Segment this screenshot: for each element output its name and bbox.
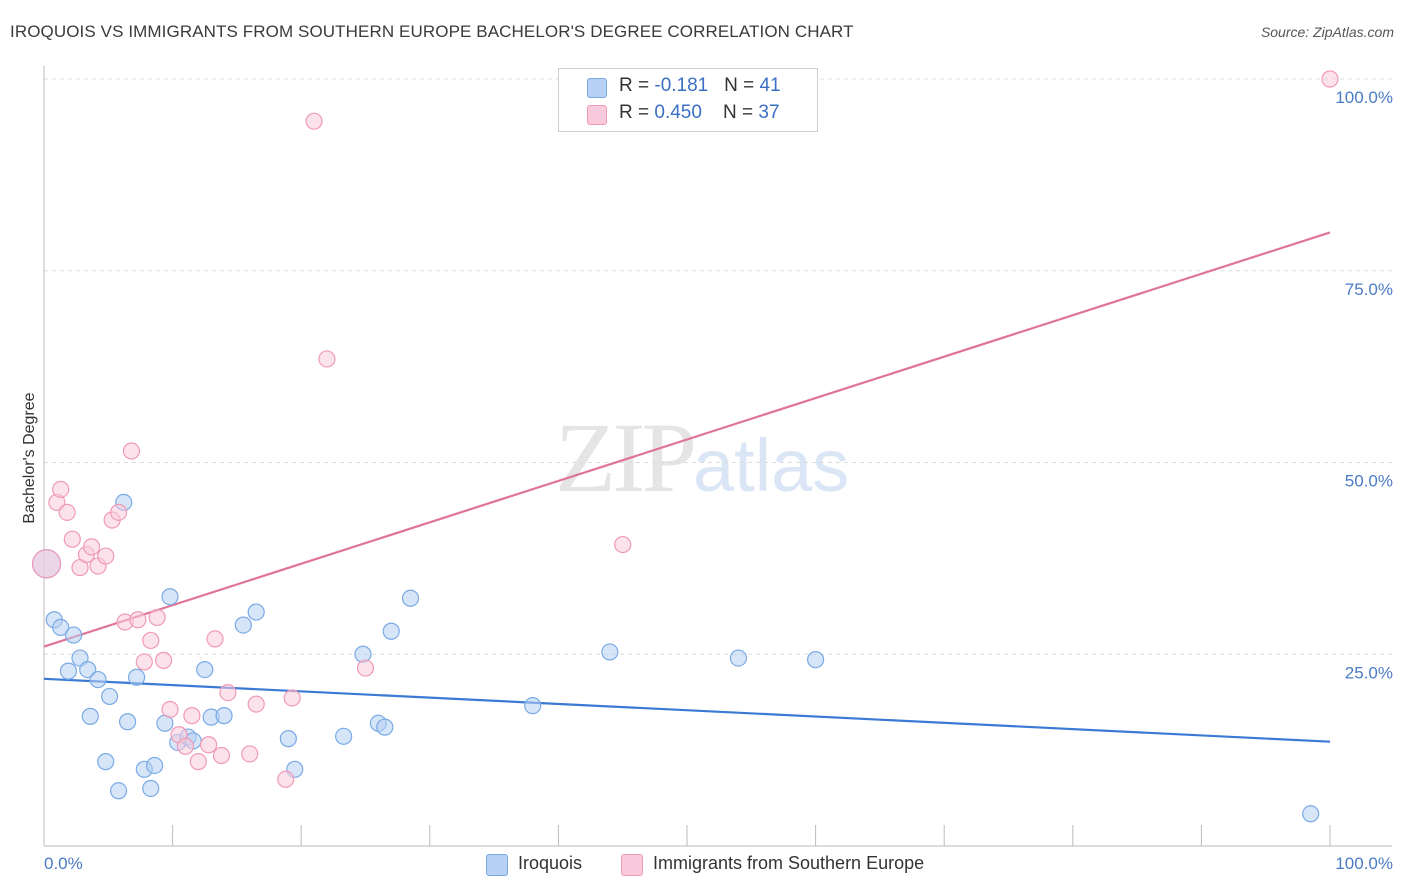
point-southern-europe: [109, 503, 128, 521]
point-iroquois: [382, 622, 400, 640]
grid-lines: [44, 78, 1392, 655]
point-iroquois: [279, 730, 297, 748]
point-iroquois: [142, 779, 160, 798]
point-iroquois: [234, 616, 252, 634]
trend-lines: [43, 231, 1331, 743]
point-southern-europe: [148, 608, 166, 627]
y-tick-label: 100.0%: [1335, 88, 1393, 107]
legend-r-label: R =: [619, 75, 655, 96]
legend-r-value: 0.450: [654, 102, 702, 123]
point-iroquois: [524, 697, 542, 715]
point-iroquois: [376, 718, 394, 736]
point-southern-europe: [283, 689, 301, 707]
point-iroquois: [161, 588, 179, 606]
legend-n-label: N =: [724, 75, 760, 96]
point-iroquois: [729, 649, 748, 667]
point-southern-europe: [1321, 70, 1339, 88]
source-label: Source: ZipAtlas.com: [1260, 24, 1394, 40]
point-iroquois: [109, 782, 128, 800]
trend-line-southern-europe: [43, 231, 1331, 648]
stats-legend: R = -0.181 N = 41 R = 0.450 N = 37: [558, 68, 818, 132]
point-iroquois: [97, 753, 115, 771]
point-southern-europe: [154, 651, 173, 669]
y-axis-label: Bachelor's Degree: [21, 392, 38, 523]
point-iroquois: [81, 707, 99, 725]
tick-labels: 25.0% 50.0% 75.0% 100.0% 0.0% 100.0%: [44, 88, 1393, 873]
point-southern-europe: [31, 549, 62, 579]
legend-swatch-iroquois: [587, 78, 607, 98]
point-southern-europe: [277, 770, 295, 788]
bottom-legend-label-southern-europe: Immigrants from Southern Europe: [653, 853, 925, 873]
x-tick-label: 100.0%: [1335, 854, 1393, 873]
bottom-legend-swatch-southern-europe: [621, 854, 643, 876]
point-southern-europe: [356, 659, 375, 677]
point-southern-europe: [82, 538, 101, 556]
y-tick-label: 50.0%: [1345, 472, 1393, 491]
point-southern-europe: [135, 653, 153, 671]
point-southern-europe: [176, 737, 195, 755]
point-iroquois: [59, 662, 78, 680]
data-points: [31, 70, 1339, 823]
point-southern-europe: [614, 535, 632, 554]
point-southern-europe: [97, 547, 115, 565]
point-iroquois: [806, 651, 825, 669]
point-iroquois: [335, 727, 353, 745]
trend-line-iroquois: [43, 677, 1331, 743]
point-iroquois: [64, 626, 83, 644]
axes: [43, 66, 1392, 847]
y-tick-label: 75.0%: [1345, 280, 1393, 299]
point-iroquois: [215, 707, 233, 725]
point-southern-europe: [206, 630, 224, 648]
point-southern-europe: [305, 112, 323, 130]
point-iroquois: [79, 660, 97, 679]
legend-r-label: R =: [619, 102, 655, 123]
point-iroquois: [100, 687, 119, 706]
point-southern-europe: [129, 611, 147, 629]
point-iroquois: [127, 668, 146, 686]
point-iroquois: [247, 603, 265, 621]
point-southern-europe: [189, 753, 207, 771]
point-southern-europe: [183, 707, 201, 725]
y-tick-label: 25.0%: [1345, 663, 1393, 682]
legend-n-label: N =: [723, 102, 759, 123]
legend-r-value: -0.181: [654, 75, 709, 96]
point-southern-europe: [219, 683, 237, 702]
point-iroquois: [1302, 805, 1320, 823]
point-iroquois: [145, 756, 164, 775]
legend-swatch-southern-europe: [587, 105, 607, 125]
point-southern-europe: [318, 350, 336, 368]
legend-n-value: 37: [758, 102, 780, 123]
point-southern-europe: [161, 700, 179, 719]
point-southern-europe: [142, 631, 160, 650]
x-tick-label: 0.0%: [44, 854, 83, 873]
point-southern-europe: [200, 736, 218, 754]
point-southern-europe: [63, 530, 81, 548]
bottom-legend-label-iroquois: Iroquois: [518, 853, 583, 873]
chart-title: IROQUOIS VS IMMIGRANTS FROM SOUTHERN EUR…: [10, 22, 854, 41]
point-southern-europe: [247, 695, 265, 713]
bottom-legend-swatch-iroquois: [486, 854, 508, 876]
legend-n-value: 41: [759, 75, 781, 96]
point-iroquois: [52, 618, 70, 637]
point-iroquois: [196, 660, 214, 679]
legend-row-text: R = -0.181 N = 41: [619, 75, 781, 97]
point-iroquois: [118, 713, 137, 731]
legend-row-text: R = 0.450 N = 37: [619, 102, 780, 124]
point-southern-europe: [58, 503, 76, 521]
point-iroquois: [401, 589, 420, 607]
point-iroquois: [89, 670, 107, 689]
point-southern-europe: [212, 746, 231, 765]
point-southern-europe: [52, 480, 70, 498]
point-southern-europe: [241, 745, 259, 763]
point-iroquois: [601, 643, 619, 661]
point-southern-europe: [122, 442, 141, 460]
